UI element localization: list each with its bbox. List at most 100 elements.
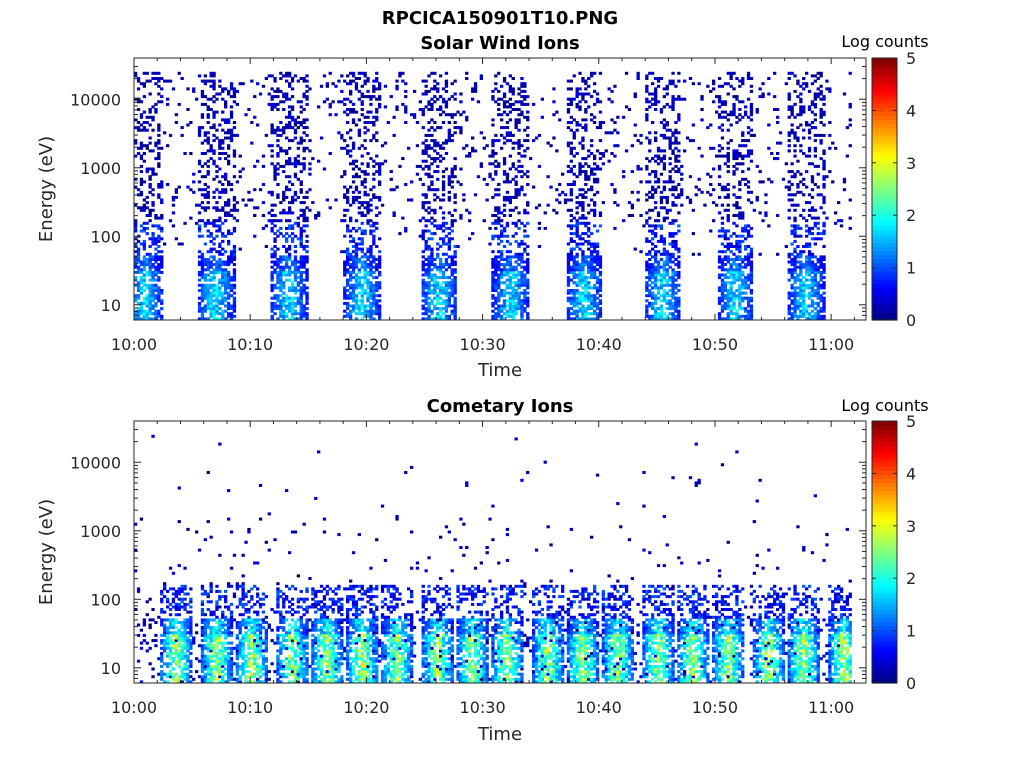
heatmap-cell — [302, 307, 306, 311]
heatmap-cell — [735, 239, 739, 243]
heatmap-cell — [433, 121, 437, 124]
heatmap-cell — [317, 159, 321, 163]
heatmap-cell — [674, 164, 678, 168]
heatmap-cell — [497, 237, 501, 241]
heatmap-cell — [453, 245, 457, 248]
heatmap-cell — [738, 247, 742, 251]
heatmap-cell — [293, 164, 298, 168]
heatmap-cell — [508, 139, 512, 143]
heatmap-cell — [671, 270, 675, 274]
heatmap-cell — [746, 273, 751, 277]
heatmap-cell — [590, 258, 594, 261]
heatmap-cell — [206, 193, 210, 197]
heatmap-cell — [285, 265, 289, 269]
heatmap-cell — [450, 139, 454, 143]
heatmap-cell — [459, 131, 463, 135]
heatmap-cell — [575, 245, 579, 248]
heatmap-cell — [726, 188, 730, 192]
heatmap-cell — [584, 317, 588, 321]
heatmap-cell — [375, 87, 379, 91]
heatmap-cell — [378, 304, 382, 308]
heatmap-cell — [471, 232, 475, 236]
heatmap-cell — [726, 258, 730, 261]
heatmap-cell — [346, 247, 350, 251]
heatmap-cell — [218, 144, 222, 148]
heatmap-cell — [659, 224, 664, 228]
heatmap-cell — [447, 177, 451, 181]
heatmap-cell — [279, 232, 283, 236]
heatmap-cell — [659, 157, 664, 161]
heatmap-cell — [148, 245, 152, 248]
heatmap-cell — [569, 188, 573, 192]
heatmap-cell — [537, 133, 542, 137]
heatmap-cell — [424, 317, 428, 321]
heatmap-cell — [656, 154, 661, 158]
heatmap-cell — [526, 115, 530, 119]
heatmap-cell — [555, 198, 559, 202]
heatmap-cell — [148, 312, 152, 316]
heatmap-cell — [776, 157, 780, 161]
heatmap-cell — [726, 276, 730, 280]
heatmap-cell — [154, 252, 158, 256]
heatmap-cell — [651, 263, 655, 267]
heatmap-cell — [662, 185, 666, 189]
heatmap-cell — [270, 87, 274, 91]
heatmap-cell — [363, 304, 367, 308]
heatmap-cell — [505, 312, 510, 316]
heatmap-cell — [453, 304, 457, 308]
heatmap-cell — [241, 82, 245, 86]
heatmap-cell — [697, 188, 701, 192]
heatmap-cell — [148, 115, 152, 119]
heatmap-cell — [305, 84, 309, 88]
heatmap-cell — [288, 252, 292, 256]
heatmap-cell — [160, 216, 164, 220]
heatmap-cell — [720, 185, 725, 189]
heatmap-cell — [726, 113, 730, 117]
heatmap-cell — [206, 304, 210, 308]
heatmap-cell — [671, 185, 675, 189]
heatmap-cell — [369, 224, 373, 228]
heatmap-cell — [206, 258, 210, 261]
heatmap-cell — [328, 105, 332, 109]
heatmap-cell — [674, 283, 678, 287]
heatmap-cell — [363, 172, 367, 176]
heatmap-cell — [584, 172, 588, 176]
heatmap-cell — [569, 278, 573, 282]
heatmap-cell — [581, 188, 585, 192]
heatmap-cell — [717, 195, 722, 199]
heatmap-cell — [508, 133, 512, 137]
heatmap-cell — [497, 304, 501, 308]
heatmap-cell — [221, 276, 225, 280]
heatmap-cell — [494, 307, 498, 311]
heatmap-cell — [424, 273, 428, 277]
heatmap-cell — [276, 172, 280, 176]
heatmap-cell — [500, 281, 504, 285]
heatmap-cell — [369, 252, 373, 256]
heatmap-cell — [134, 177, 138, 181]
heatmap-cell — [285, 250, 289, 254]
heatmap-cell — [142, 309, 146, 313]
heatmap-cell — [677, 183, 681, 186]
heatmap-cell — [712, 219, 716, 223]
heatmap-cell — [590, 268, 594, 272]
heatmap-cell — [349, 149, 353, 153]
heatmap-cell — [726, 82, 730, 86]
heatmap-cell — [200, 113, 205, 117]
heatmap-cell — [502, 273, 507, 277]
heatmap-cell — [802, 307, 806, 311]
heatmap-cell — [645, 221, 649, 225]
heatmap-cell — [648, 239, 652, 243]
heatmap-cell — [662, 252, 666, 256]
heatmap-cell — [235, 180, 239, 184]
heatmap-cell — [444, 82, 449, 86]
heatmap-cell — [136, 152, 141, 155]
heatmap-cell — [354, 195, 359, 199]
heatmap-cell — [293, 190, 298, 194]
heatmap-cell — [793, 154, 797, 158]
heatmap-cell — [578, 203, 582, 207]
heatmap-cell — [697, 82, 701, 86]
heatmap-cell — [720, 263, 725, 267]
heatmap-cell — [209, 270, 213, 274]
heatmap-cell — [796, 185, 800, 189]
heatmap-cell — [590, 95, 594, 99]
